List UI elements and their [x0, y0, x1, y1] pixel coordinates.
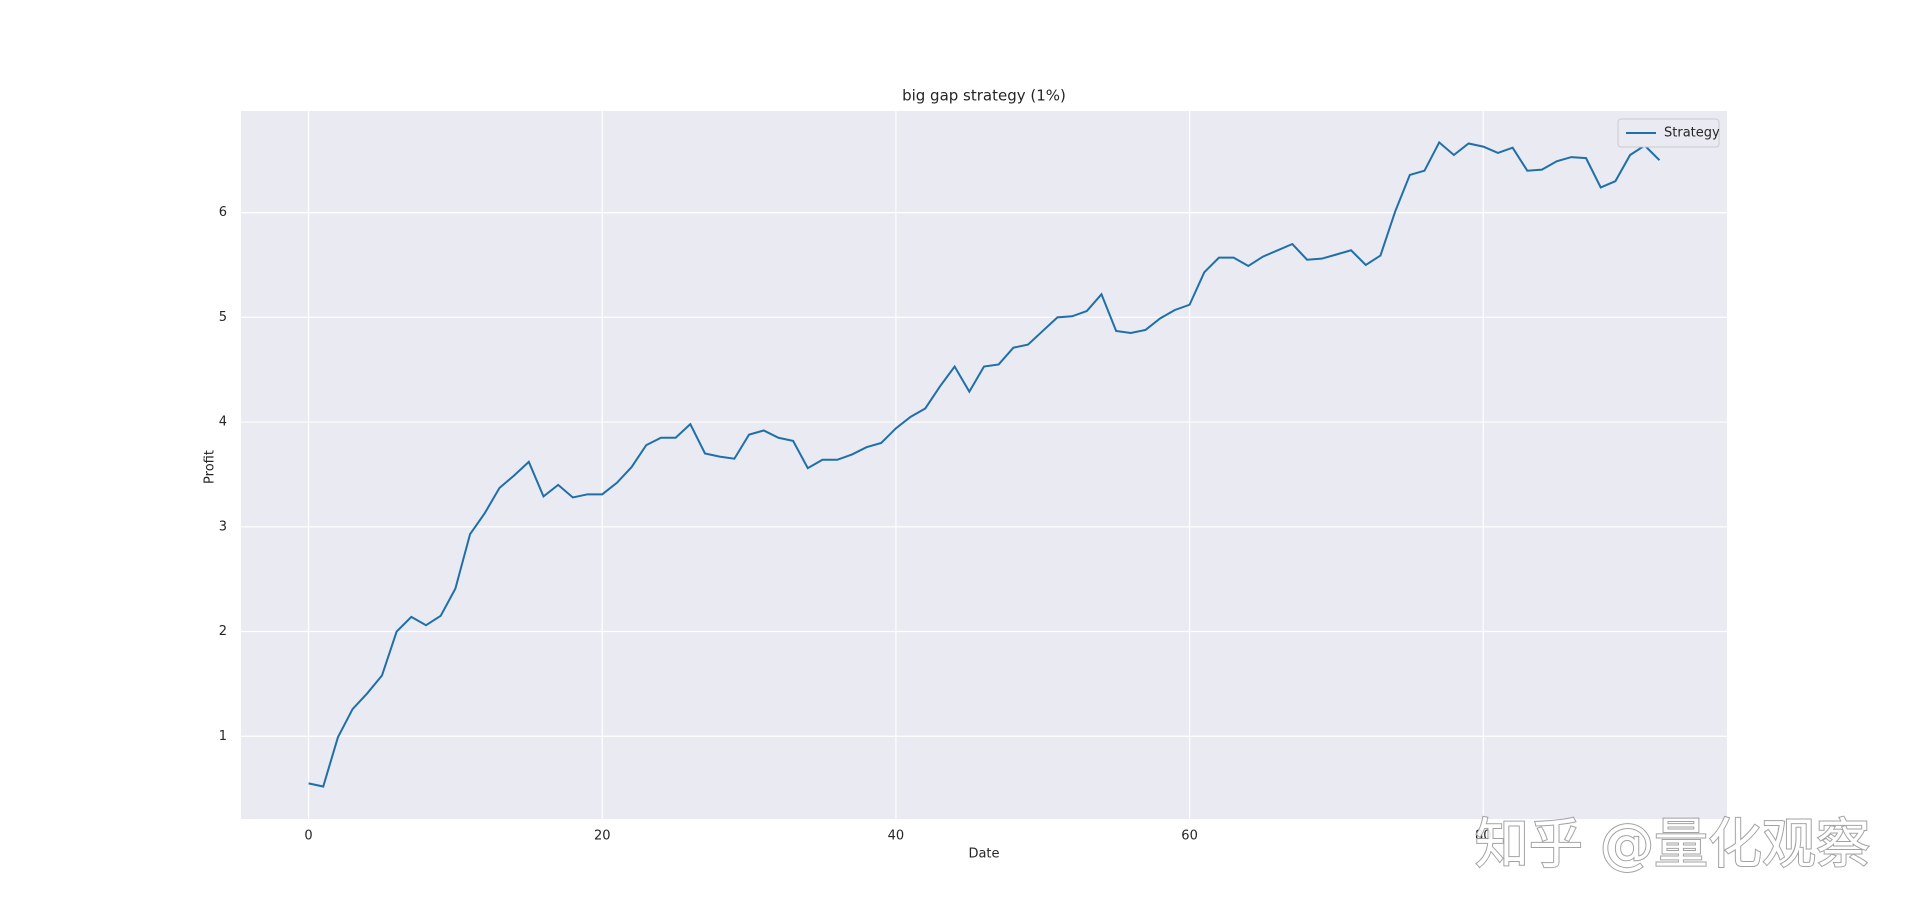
y-tick-label: 4 [219, 415, 227, 430]
legend-label: Strategy [1664, 126, 1720, 141]
x-tick-label: 80 [1475, 829, 1492, 844]
x-tick-label: 20 [594, 829, 611, 844]
y-tick-label: 3 [219, 519, 227, 534]
y-axis-label: Profit [203, 450, 218, 484]
y-tick-label: 2 [219, 624, 227, 639]
chart-title: big gap strategy (1%) [902, 87, 1066, 105]
y-tick-label: 1 [219, 729, 227, 744]
plot-area [241, 111, 1727, 819]
x-tick-label: 60 [1181, 829, 1198, 844]
watermark: 知乎 @量化观察 [1475, 813, 1870, 876]
y-tick-label: 5 [219, 310, 227, 325]
x-tick-label: 40 [888, 829, 905, 844]
y-tick-label: 6 [219, 205, 227, 220]
x-axis-label: Date [968, 847, 999, 862]
legend: Strategy [1617, 118, 1720, 148]
legend-box [1617, 118, 1720, 148]
x-tick-label: 0 [304, 829, 312, 844]
line-series [308, 140, 1661, 788]
